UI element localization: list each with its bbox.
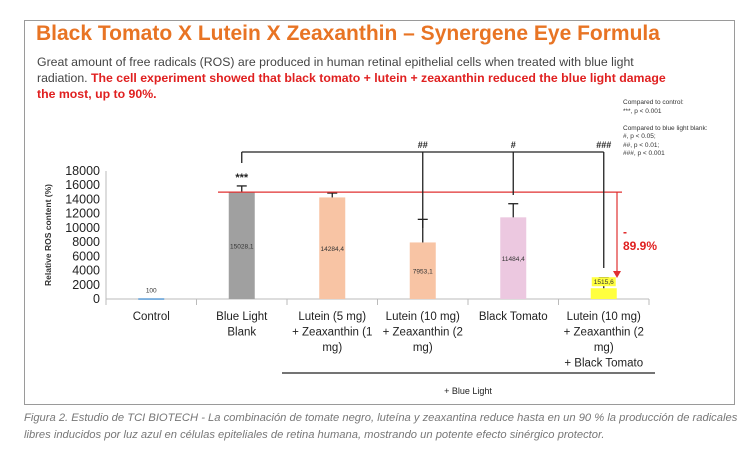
legend-line: Compared to control:	[623, 99, 684, 106]
figure-frame	[24, 20, 735, 405]
legend-line: ***, p < 0.001	[623, 107, 662, 115]
bar-value-label: 7953,1	[413, 269, 433, 276]
category-label: mg)	[322, 342, 342, 354]
y-tick-label: 10000	[65, 221, 100, 235]
legend-line: ##, p < 0.01;	[623, 141, 660, 149]
bar-value-label: 15028,1	[230, 244, 254, 251]
significance-marker: ###	[596, 140, 611, 150]
bar	[138, 298, 165, 300]
category-label: Black Tomato	[479, 311, 548, 323]
y-tick-label: 4000	[72, 264, 100, 278]
significance-marker: ##	[418, 140, 428, 150]
y-tick-label: 18000	[65, 164, 100, 178]
category-label: + Zeaxanthin (2	[383, 327, 463, 339]
significance-legend: Compared to control: ***, p < 0.001 Compa…	[623, 99, 708, 159]
category-label: Lutein (5 mg)	[298, 311, 366, 323]
intro-plain: Great amount of free radicals (ROS) are …	[37, 55, 634, 85]
legend-line: Compared to blue light blank:	[623, 124, 708, 132]
bar-value-label: 14284,4	[321, 246, 345, 253]
category-label: Blue Light	[216, 311, 268, 323]
category-label: mg)	[594, 342, 614, 354]
page-title: Black Tomato X Lutein X Zeaxanthin – Syn…	[36, 22, 660, 45]
reduction-label: -89.9%	[623, 225, 657, 253]
category-label: Blank	[227, 327, 256, 339]
y-tick-label: 14000	[65, 192, 100, 206]
figure-caption: Figura 2. Estudio de TCI BIOTECH - La co…	[24, 412, 738, 441]
bar	[590, 288, 617, 299]
y-tick-label: 2000	[72, 278, 100, 292]
significance-marker: ***	[235, 172, 249, 184]
bar-value-label: 1515,6	[594, 279, 614, 286]
y-tick-label: 0	[93, 292, 100, 306]
y-tick-label: 6000	[72, 249, 100, 263]
category-label: Lutein (10 mg)	[386, 311, 460, 323]
y-tick-label: 12000	[65, 207, 100, 221]
intro-text: Great amount of free radicals (ROS) are …	[37, 54, 667, 102]
arrow-head	[613, 271, 621, 278]
y-tick-label: 8000	[72, 235, 100, 249]
group-label: + Blue Light	[444, 386, 492, 396]
reduction-sign: -	[623, 225, 627, 239]
category-label: + Black Tomato	[564, 358, 643, 370]
category-label: + Zeaxanthin (2	[564, 327, 644, 339]
bar	[319, 197, 346, 299]
y-tick-label: 16000	[65, 178, 100, 192]
bar	[409, 242, 436, 299]
bar	[500, 217, 527, 299]
significance-marker: #	[511, 140, 516, 150]
bar-value-label: 100	[146, 287, 157, 294]
category-label: mg)	[413, 342, 433, 354]
reduction-value: 89.9%	[623, 239, 658, 253]
intro-highlight: The cell experiment showed that black to…	[37, 71, 666, 101]
bar	[228, 192, 255, 299]
legend-line: ###, p < 0.001	[623, 150, 665, 157]
y-axis-label: Relative ROS content (%)	[43, 184, 53, 286]
category-label: Lutein (10 mg)	[567, 311, 641, 323]
legend-line: #, p < 0.05;	[623, 133, 656, 140]
value-label-highlight	[591, 277, 616, 287]
category-label: + Zeaxanthin (1	[292, 327, 372, 339]
category-label: Control	[133, 311, 170, 323]
bar-value-label: 11484,4	[502, 256, 525, 263]
